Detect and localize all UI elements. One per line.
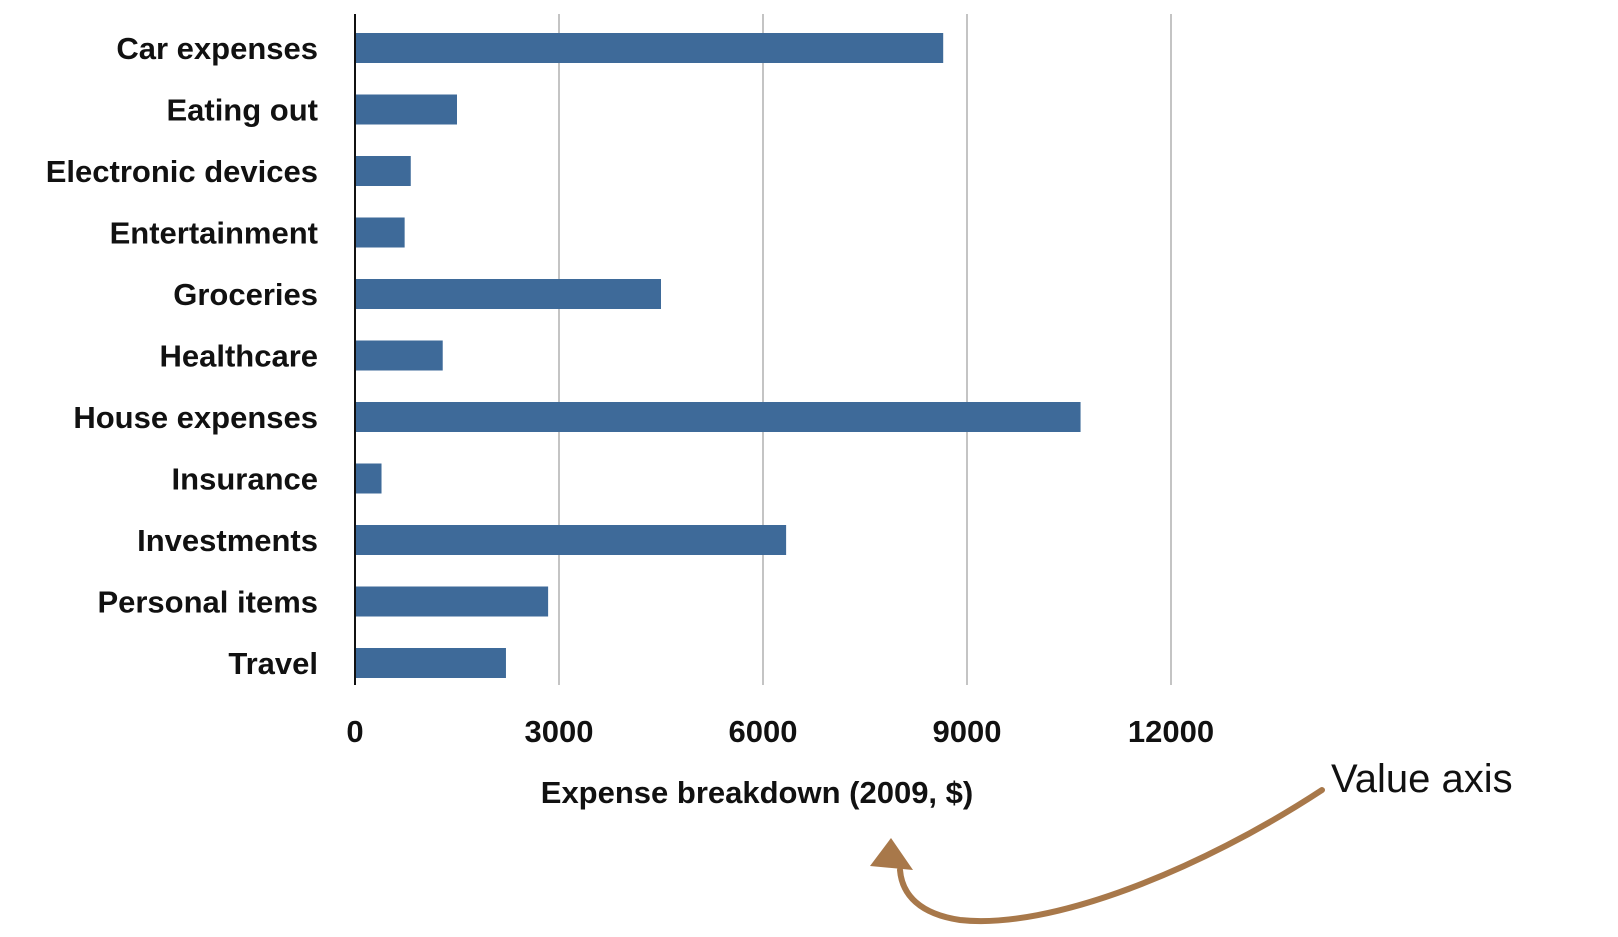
annotation-arrow-icon: [897, 787, 1325, 924]
bar: [355, 402, 1081, 432]
category-label: Investments: [137, 523, 318, 558]
category-label: Groceries: [173, 277, 318, 312]
bar: [355, 217, 405, 248]
bar: [355, 586, 549, 617]
annotation: Value axis: [870, 757, 1513, 924]
bars: [355, 33, 1081, 678]
category-label: House expenses: [73, 400, 318, 435]
bar: [355, 525, 787, 555]
category-label: Eating out: [166, 93, 318, 128]
bar: [355, 156, 411, 186]
category-label: Electronic devices: [46, 154, 318, 189]
bar: [355, 463, 382, 494]
tick-label: 6000: [729, 714, 798, 749]
tick-label: 12000: [1128, 714, 1214, 749]
bar: [355, 279, 661, 309]
value-tick-labels: 0 3000 6000 9000 12000: [346, 714, 1214, 749]
category-label: Insurance: [172, 462, 318, 497]
category-labels: Car expenses Eating out Electronic devices…: [46, 31, 318, 681]
bar: [355, 648, 506, 678]
annotation-arrowhead-icon: [870, 838, 913, 870]
tick-label: 9000: [933, 714, 1002, 749]
value-axis-annotation-label: Value axis: [1331, 757, 1513, 801]
tick-label: 3000: [525, 714, 594, 749]
category-label: Car expenses: [116, 31, 318, 66]
value-axis-title: Expense breakdown (2009, $): [541, 775, 973, 810]
category-label: Personal items: [97, 585, 318, 620]
bar: [355, 94, 457, 125]
category-label: Travel: [228, 646, 318, 681]
gridlines: [558, 14, 1172, 685]
bar: [355, 33, 944, 63]
tick-label: 0: [346, 714, 363, 749]
bar: [355, 340, 443, 371]
category-label: Entertainment: [110, 216, 318, 251]
category-label: Healthcare: [159, 339, 318, 374]
